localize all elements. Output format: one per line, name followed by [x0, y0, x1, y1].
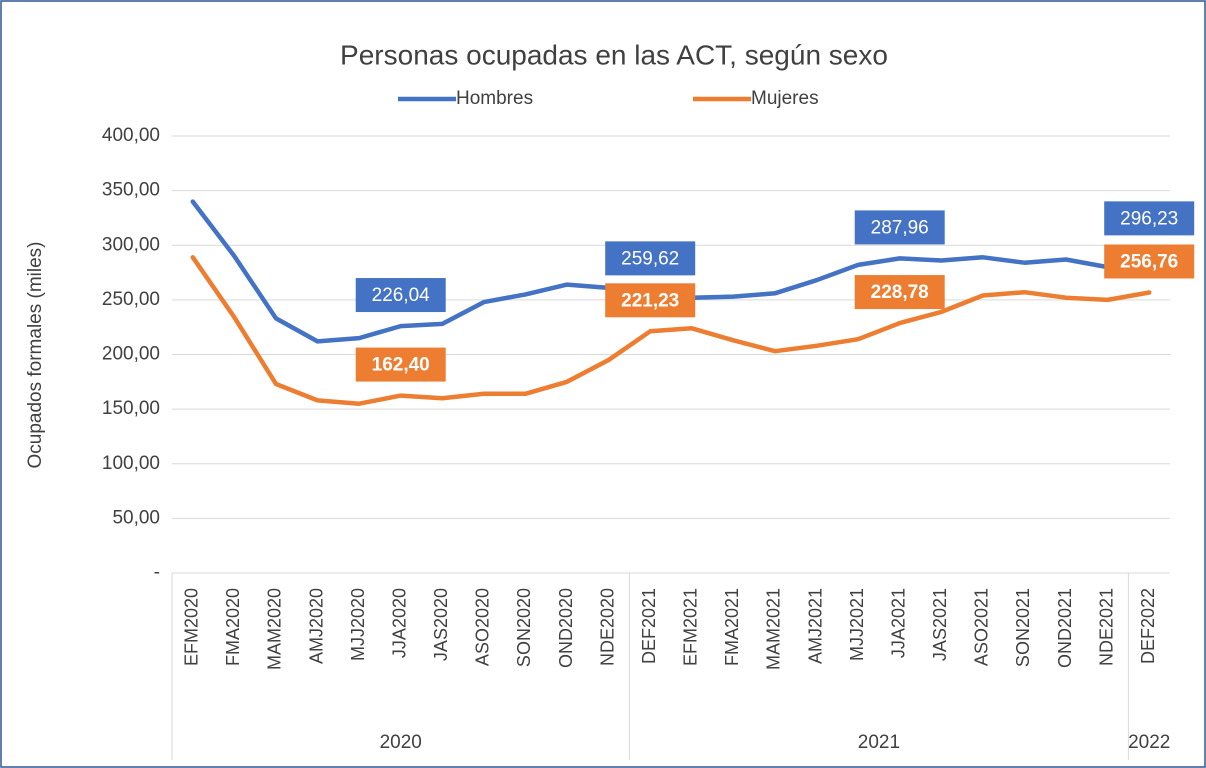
x-tick-label: JJA2021 [888, 588, 908, 658]
group-label: 2021 [858, 732, 900, 753]
x-tick-label: AMJ2021 [805, 588, 825, 664]
group-label: 2022 [1128, 732, 1170, 753]
data-label-box [355, 347, 446, 382]
x-tick-label: JJA2020 [389, 588, 409, 658]
chart-title: Personas ocupadas en las ACT, según sexo [340, 39, 888, 70]
data-label-box [1104, 244, 1195, 279]
x-tick-label: JAS2021 [930, 588, 950, 661]
data-label: 221,23 [621, 290, 679, 311]
legend-label: Hombres [456, 88, 533, 109]
y-axis-label: Ocupados formales (miles) [25, 241, 46, 468]
y-tick-label: 400,00 [102, 125, 160, 146]
x-tick-label: MJJ2021 [847, 588, 867, 661]
x-tick-label: JAS2020 [431, 588, 451, 661]
group-label: 2020 [380, 732, 422, 753]
data-label-box [605, 283, 696, 318]
x-tick-label: MJJ2020 [348, 588, 368, 661]
x-tick-label: MAM2020 [265, 588, 285, 670]
y-tick-label: 200,00 [102, 344, 160, 365]
y-tick-label: 250,00 [102, 289, 160, 310]
y-tick-label: 100,00 [102, 453, 160, 474]
x-tick-label: EFM2021 [681, 588, 701, 666]
x-tick-label: SON2020 [514, 588, 534, 667]
x-tick-label: ASO2020 [473, 588, 493, 666]
x-tick-label: OND2020 [556, 588, 576, 668]
x-tick-label: MAM2021 [764, 588, 784, 670]
data-label-box [605, 241, 696, 276]
x-tick-label: NDE2020 [597, 588, 617, 666]
data-label: 296,23 [1120, 208, 1178, 229]
data-label: 226,04 [372, 285, 431, 306]
x-tick-label: ASO2021 [972, 588, 992, 666]
x-tick-label: DEF2021 [639, 588, 659, 664]
x-tick-label: OND2021 [1055, 588, 1075, 668]
data-label: 256,76 [1120, 252, 1178, 273]
x-tick-label: SON2021 [1013, 588, 1033, 667]
x-tick-label: NDE2021 [1096, 588, 1116, 666]
x-tick-label: FMA2021 [722, 588, 742, 666]
data-label-box [1104, 201, 1195, 236]
data-label-box [355, 278, 446, 313]
x-tick-label: AMJ2020 [306, 588, 326, 664]
y-tick-label: 350,00 [102, 180, 160, 201]
y-tick-label: - [154, 562, 160, 583]
data-label: 228,78 [871, 282, 929, 303]
x-tick-label: EFM2020 [182, 588, 202, 666]
y-tick-label: 300,00 [102, 234, 160, 255]
series-line [190, 255, 1152, 406]
data-label-box [854, 275, 945, 310]
data-label: 287,96 [871, 217, 929, 238]
data-label: 162,40 [372, 355, 430, 376]
x-tick-label: FMA2020 [223, 588, 243, 666]
legend-label: Mujeres [751, 88, 819, 109]
y-tick-label: 150,00 [102, 398, 160, 419]
y-tick-label: 50,00 [112, 507, 160, 528]
x-tick-label: DEF2022 [1138, 588, 1158, 664]
data-label: 259,62 [621, 248, 679, 269]
data-label-box [854, 210, 945, 245]
